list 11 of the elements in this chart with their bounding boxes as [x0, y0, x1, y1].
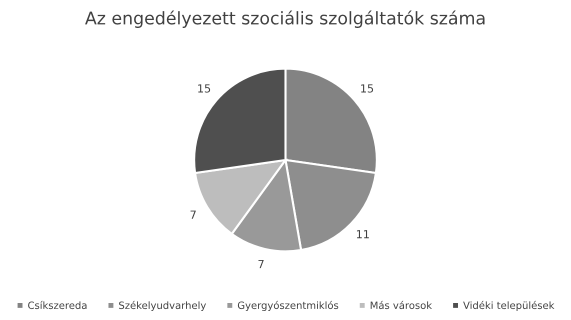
- data-label: 15: [361, 84, 374, 93]
- legend-label: Vidéki települések: [463, 300, 554, 311]
- legend-label: Székelyudvarhely: [119, 300, 206, 311]
- chart-title: Az engedélyezett szociális szolgáltatók száma: [85, 10, 485, 28]
- data-label: 11: [356, 230, 369, 238]
- data-label: 7: [258, 260, 264, 268]
- legend-label: Gyergyószentmiklós: [238, 300, 338, 311]
- data-label: 7: [190, 210, 196, 219]
- legend-label: Más városok: [370, 300, 432, 310]
- data-label: 15: [198, 84, 210, 93]
- legend-label: Csíkszereda: [28, 300, 87, 310]
